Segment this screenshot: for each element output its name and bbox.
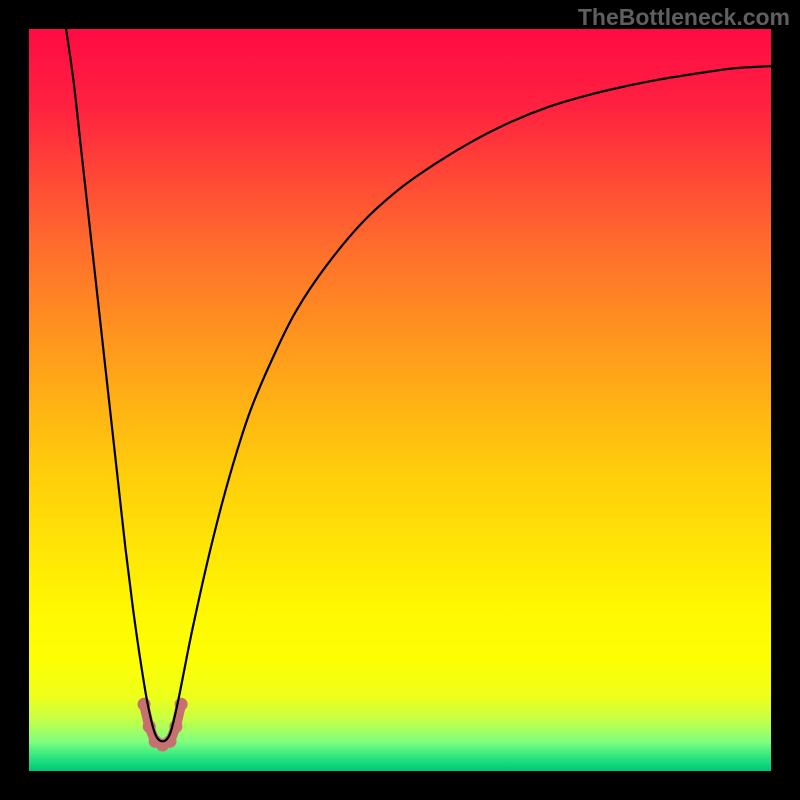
watermark-text: TheBottleneck.com	[578, 4, 790, 31]
bottleneck-chart	[0, 0, 800, 800]
chart-container: TheBottleneck.com	[0, 0, 800, 800]
